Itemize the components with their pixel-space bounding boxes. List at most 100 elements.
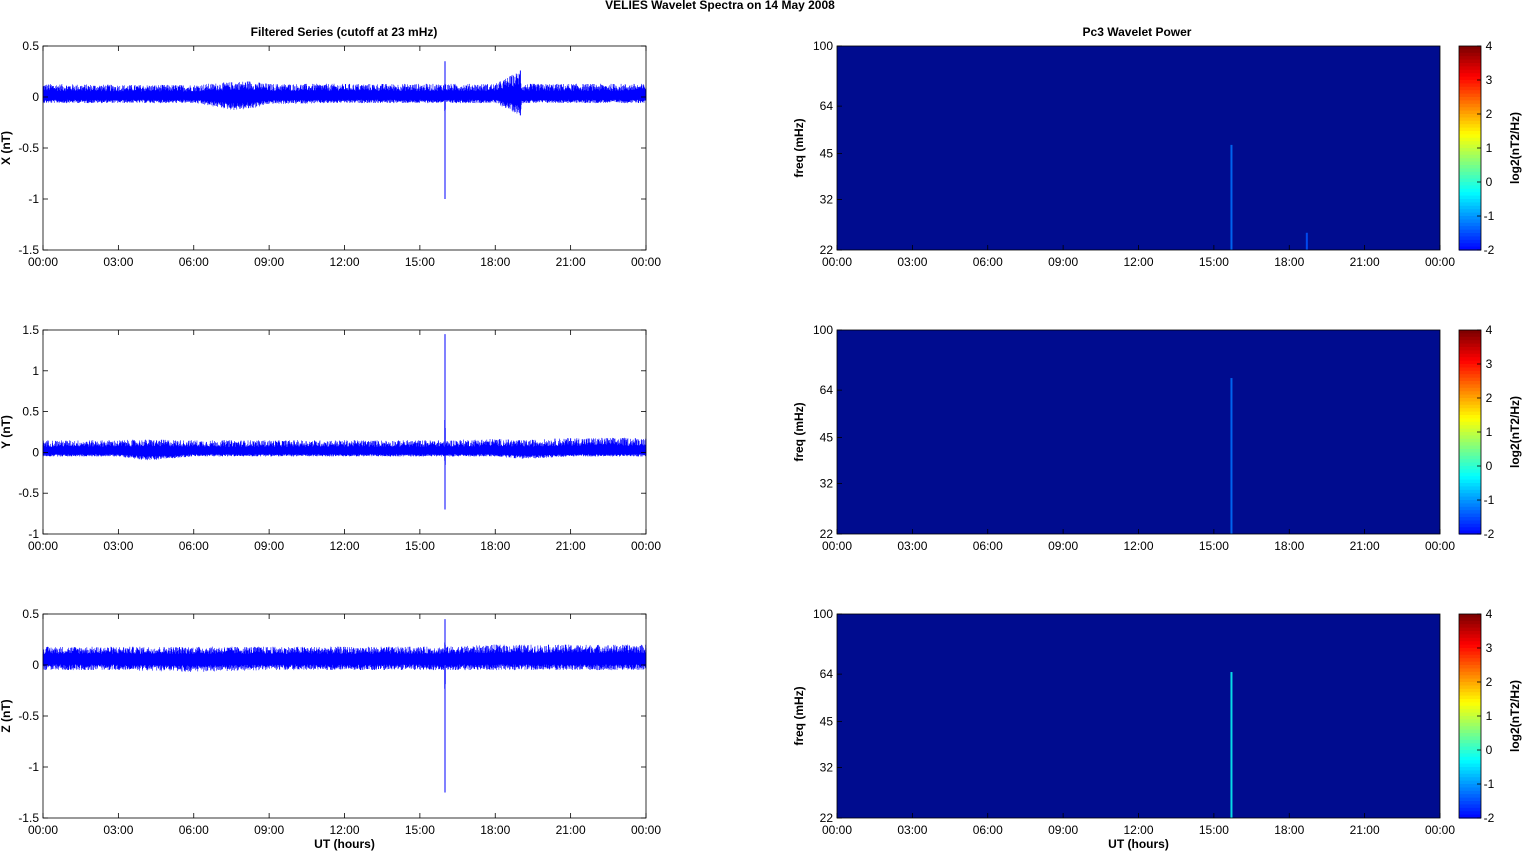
- panels: 00:00 03:00 06:00 09:00 12:00 15:00 18:00 21:00…: [0, 39, 1522, 851]
- colorbar-swatch: [1459, 103, 1481, 108]
- x-tick-label: 00:00: [28, 255, 58, 269]
- colorbar-tick-label: 0: [1486, 459, 1493, 473]
- colorbar-swatch: [1459, 350, 1481, 355]
- colorbar-swatch: [1459, 148, 1481, 152]
- colorbar-swatch: [1459, 243, 1481, 248]
- colorbar-swatch: [1459, 476, 1481, 481]
- x-tick-label: 15:00: [405, 255, 435, 269]
- colorbar-swatch: [1459, 637, 1481, 642]
- colorbar-swatch: [1459, 634, 1481, 639]
- colorbar-tick-label: -1: [1484, 493, 1495, 507]
- colorbar-swatch: [1459, 712, 1481, 717]
- colorbar-swatch: [1459, 69, 1481, 74]
- colorbar-swatch: [1459, 449, 1481, 453]
- x-tick-label: 09:00: [254, 539, 284, 553]
- colorbar-swatch: [1459, 205, 1481, 210]
- right-column-title: Pc3 Wavelet Power: [1083, 25, 1192, 39]
- colorbar-swatch: [1459, 685, 1481, 690]
- colorbar-swatch: [1459, 76, 1481, 81]
- colorbar-swatch: [1459, 219, 1481, 224]
- x-tick-label: 06:00: [973, 539, 1003, 553]
- x-tick-label: 09:00: [1048, 823, 1078, 837]
- colorbar-swatch: [1459, 226, 1481, 231]
- colorbar-tick-label: 4: [1486, 39, 1493, 53]
- colorbar-swatch: [1459, 770, 1481, 775]
- colorbar-swatch: [1459, 658, 1481, 663]
- y-tick-label: 64: [820, 667, 834, 681]
- colorbar-swatch: [1459, 216, 1481, 220]
- colorbar-swatch: [1459, 353, 1481, 358]
- colorbar-swatch: [1459, 506, 1481, 511]
- colorbar-swatch: [1459, 784, 1481, 788]
- x-tick-label: 09:00: [254, 823, 284, 837]
- colorbar-swatch: [1459, 80, 1481, 84]
- colorbar-swatch: [1459, 384, 1481, 389]
- colorbar-tick-label: 3: [1486, 73, 1493, 87]
- x-tick-label: 00:00: [631, 255, 661, 269]
- colorbar-swatch: [1459, 627, 1481, 632]
- colorbar-swatch: [1459, 428, 1481, 433]
- x-tick-label: 12:00: [329, 823, 359, 837]
- colorbar-swatch: [1459, 510, 1481, 515]
- y-tick-label: 32: [820, 193, 834, 207]
- x-tick-label: 12:00: [329, 255, 359, 269]
- y-tick-label: -0.5: [18, 141, 39, 155]
- y-axis-label: freq (mHz): [792, 686, 806, 745]
- y-tick-label: 100: [813, 607, 833, 621]
- colorbar-swatch: [1459, 661, 1481, 666]
- colorbar-swatch: [1459, 93, 1481, 98]
- colorbar-swatch: [1459, 641, 1481, 646]
- colorbar-swatch: [1459, 229, 1481, 234]
- x-tick-label: 21:00: [556, 823, 586, 837]
- colorbar-swatch: [1459, 671, 1481, 676]
- figure-title: VELIES Wavelet Spectra on 14 May 2008: [605, 0, 835, 12]
- colorbar-swatch: [1459, 435, 1481, 440]
- colorbar-swatch: [1459, 340, 1481, 345]
- colorbar-swatch: [1459, 199, 1481, 203]
- colorbar-swatch: [1459, 411, 1481, 416]
- x-tick-label: 03:00: [103, 255, 133, 269]
- colorbar-swatch: [1459, 692, 1481, 697]
- y-tick-label: -1: [28, 760, 39, 774]
- x-axis-label: UT (hours): [1108, 837, 1169, 851]
- y-tick-label: 100: [813, 39, 833, 53]
- colorbar-swatch: [1459, 137, 1481, 142]
- colorbar-swatch: [1459, 127, 1481, 132]
- y-tick-label: 100: [813, 323, 833, 337]
- colorbar-swatch: [1459, 614, 1481, 618]
- colorbar-swatch: [1459, 134, 1481, 139]
- colorbar-swatch: [1459, 192, 1481, 197]
- y-axis-label: freq (mHz): [792, 402, 806, 461]
- colorbar-tick-label: -2: [1484, 243, 1495, 257]
- colorbar-swatch: [1459, 442, 1481, 447]
- colorbar-swatch: [1459, 120, 1481, 125]
- colorbar-tick-label: 1: [1486, 425, 1493, 439]
- spectrogram-background: [837, 614, 1440, 818]
- colorbar-tick-label: 4: [1486, 607, 1493, 621]
- colorbar-swatch: [1459, 46, 1481, 50]
- x-tick-label: 03:00: [103, 539, 133, 553]
- colorbar-swatch: [1459, 695, 1481, 700]
- colorbar-swatch: [1459, 165, 1481, 169]
- colorbar-swatch: [1459, 688, 1481, 693]
- colorbar-swatch: [1459, 387, 1481, 392]
- colorbar-swatch: [1459, 699, 1481, 703]
- y-tick-label: 0: [32, 445, 39, 459]
- y-tick-label: -0.5: [18, 486, 39, 500]
- colorbar-swatch: [1459, 97, 1481, 101]
- colorbar-swatch: [1459, 753, 1481, 758]
- colorbar-swatch: [1459, 222, 1481, 227]
- colorbar-swatch: [1459, 445, 1481, 450]
- colorbar-swatch: [1459, 418, 1481, 423]
- colorbar-swatch: [1459, 59, 1481, 64]
- colorbar-swatch: [1459, 452, 1481, 457]
- x-tick-label: 12:00: [1123, 823, 1153, 837]
- colorbar-swatch: [1459, 520, 1481, 525]
- colorbar-swatch: [1459, 185, 1481, 190]
- colorbar-swatch: [1459, 739, 1481, 744]
- y-tick-label: -1: [28, 192, 39, 206]
- colorbar-swatch: [1459, 462, 1481, 467]
- colorbar-swatch: [1459, 746, 1481, 751]
- y-tick-label: 0: [32, 90, 39, 104]
- colorbar-swatch: [1459, 459, 1481, 464]
